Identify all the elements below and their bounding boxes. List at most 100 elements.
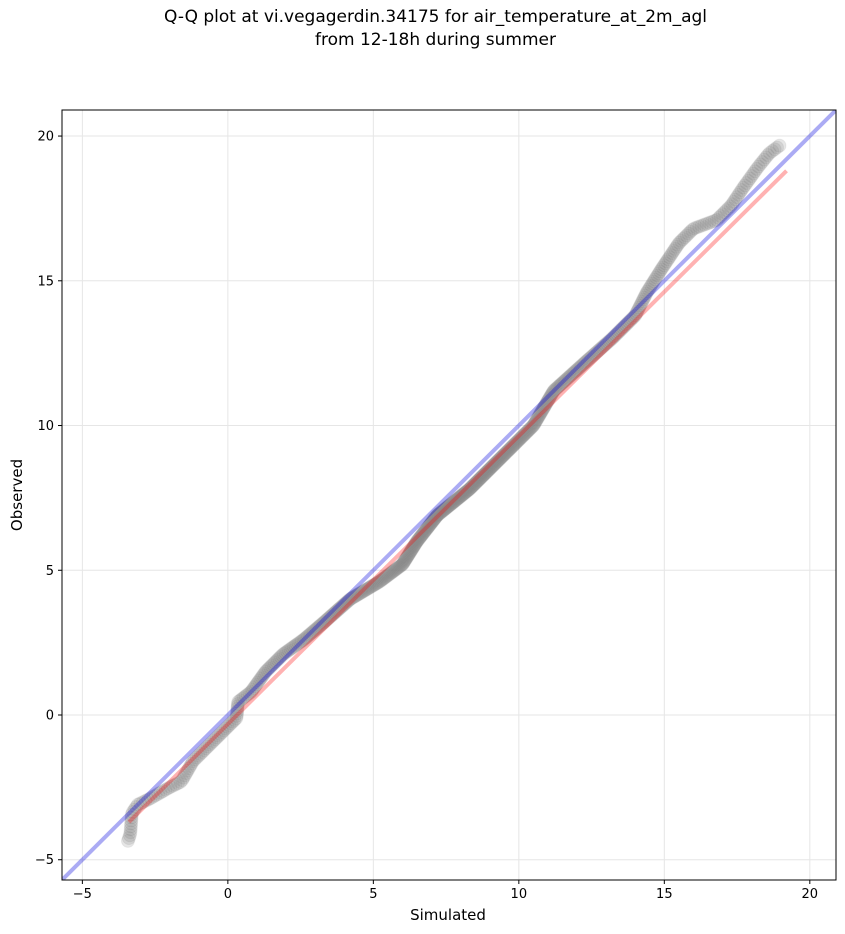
data-point <box>229 708 244 723</box>
data-point <box>120 833 135 848</box>
data-point <box>197 743 212 758</box>
y-tick-label: 5 <box>46 564 54 579</box>
data-point <box>122 828 137 843</box>
data-point <box>387 563 402 578</box>
data-point <box>634 296 649 311</box>
data-point <box>589 345 604 360</box>
data-point <box>670 237 685 252</box>
data-point <box>741 173 756 188</box>
data-point <box>561 370 576 385</box>
data-point <box>184 756 199 771</box>
data-point <box>129 800 144 815</box>
data-point <box>466 478 481 493</box>
data-point <box>503 441 518 456</box>
data-point <box>758 150 773 165</box>
data-point <box>628 308 643 323</box>
data-point <box>302 627 317 642</box>
x-axis-label: Simulated <box>410 906 486 924</box>
data-point <box>644 278 659 293</box>
data-point <box>319 613 334 628</box>
data-point <box>358 582 373 597</box>
data-point <box>681 226 696 241</box>
data-point <box>296 632 311 647</box>
data-point <box>520 424 535 439</box>
data-point <box>557 374 572 389</box>
data-point <box>407 538 422 553</box>
data-point <box>679 228 694 243</box>
data-point <box>683 224 698 239</box>
data-point <box>532 408 547 423</box>
data-point <box>760 148 775 163</box>
data-point <box>200 739 215 754</box>
data-point <box>497 447 512 462</box>
data-point <box>460 483 475 498</box>
data-point <box>124 813 139 828</box>
data-point <box>193 746 208 761</box>
data-point <box>242 686 257 701</box>
data-point <box>288 638 303 653</box>
data-point <box>442 498 457 513</box>
data-point <box>377 571 392 586</box>
data-point <box>485 459 500 474</box>
data-point <box>517 427 532 442</box>
data-point <box>665 246 680 261</box>
data-point <box>353 586 368 601</box>
data-point <box>270 652 285 667</box>
data-point <box>425 513 440 528</box>
data-point <box>434 504 449 519</box>
data-point <box>123 822 138 837</box>
data-point <box>492 452 507 467</box>
data-point <box>506 438 521 453</box>
data-point <box>229 706 244 721</box>
data-point <box>637 290 652 305</box>
data-point <box>195 744 210 759</box>
chart-title-line2: from 12-18h during summer <box>315 30 556 50</box>
data-point <box>413 530 428 545</box>
data-point <box>646 274 661 289</box>
data-point <box>293 635 308 650</box>
data-point <box>530 411 545 426</box>
data-point <box>587 346 602 361</box>
data-point <box>438 501 453 516</box>
data-point <box>751 159 766 174</box>
data-point <box>351 587 366 602</box>
data-point <box>344 591 359 606</box>
data-point <box>231 694 246 709</box>
y-tick-label: 0 <box>46 709 54 724</box>
data-point <box>622 314 637 329</box>
data-point <box>474 470 489 485</box>
data-point <box>549 381 564 396</box>
data-point <box>308 622 323 637</box>
data-point <box>770 140 785 155</box>
data-point <box>631 302 646 317</box>
data-point <box>422 517 437 532</box>
data-point <box>260 663 275 678</box>
data-point <box>327 605 342 620</box>
data-point <box>480 463 495 478</box>
data-point <box>641 282 656 297</box>
data-point <box>208 732 223 747</box>
data-point <box>410 533 425 548</box>
data-point <box>623 313 638 328</box>
data-point <box>540 394 555 409</box>
data-point <box>472 472 487 487</box>
data-point <box>654 262 669 277</box>
data-point <box>726 194 741 209</box>
data-point <box>533 407 548 422</box>
data-point <box>655 260 670 275</box>
data-point <box>689 220 704 235</box>
data-point <box>552 378 567 393</box>
data-point <box>619 317 634 332</box>
data-point <box>238 689 253 704</box>
data-point <box>590 344 605 359</box>
data-point <box>206 734 221 749</box>
data-point <box>412 531 427 546</box>
data-point <box>124 807 139 822</box>
data-point <box>374 573 389 588</box>
data-point <box>697 217 712 232</box>
data-point <box>630 304 645 319</box>
data-point <box>522 422 537 437</box>
data-point <box>135 795 150 810</box>
data-point <box>123 825 138 840</box>
data-point <box>385 564 400 579</box>
